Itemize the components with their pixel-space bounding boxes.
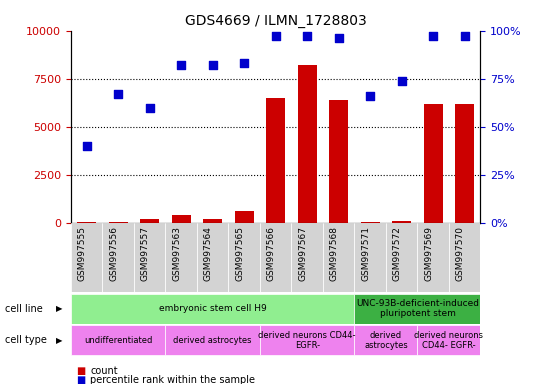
Point bbox=[397, 78, 406, 84]
Point bbox=[209, 62, 217, 68]
Text: ▶: ▶ bbox=[56, 336, 63, 345]
Text: derived astrocytes: derived astrocytes bbox=[174, 336, 252, 345]
Text: GSM997568: GSM997568 bbox=[330, 226, 339, 281]
Text: UNC-93B-deficient-induced
pluripotent stem: UNC-93B-deficient-induced pluripotent st… bbox=[356, 299, 479, 318]
Bar bbox=[386, 223, 418, 292]
Text: ■: ■ bbox=[76, 366, 86, 376]
Bar bbox=[165, 325, 260, 355]
Bar bbox=[418, 223, 449, 292]
Text: GSM997566: GSM997566 bbox=[267, 226, 276, 281]
Bar bbox=[298, 65, 317, 223]
Bar bbox=[78, 222, 96, 223]
Bar bbox=[235, 211, 254, 223]
Text: cell line: cell line bbox=[5, 304, 43, 314]
Text: GSM997557: GSM997557 bbox=[141, 226, 150, 281]
Text: count: count bbox=[90, 366, 118, 376]
Bar bbox=[354, 223, 386, 292]
Bar bbox=[361, 222, 379, 223]
Text: undifferentiated: undifferentiated bbox=[84, 336, 152, 345]
Text: embryonic stem cell H9: embryonic stem cell H9 bbox=[159, 304, 266, 313]
Title: GDS4669 / ILMN_1728803: GDS4669 / ILMN_1728803 bbox=[185, 14, 366, 28]
Text: GSM997567: GSM997567 bbox=[298, 226, 307, 281]
Text: GSM997570: GSM997570 bbox=[456, 226, 465, 281]
Bar bbox=[392, 221, 411, 223]
Bar bbox=[260, 223, 292, 292]
Point bbox=[334, 35, 343, 41]
Bar bbox=[260, 325, 354, 355]
Bar bbox=[172, 215, 191, 223]
Point bbox=[145, 104, 154, 111]
Point bbox=[82, 143, 91, 149]
Text: GSM997569: GSM997569 bbox=[424, 226, 433, 281]
Text: percentile rank within the sample: percentile rank within the sample bbox=[90, 375, 255, 384]
Bar bbox=[455, 104, 474, 223]
Bar bbox=[140, 219, 159, 223]
Text: cell type: cell type bbox=[5, 335, 48, 345]
Bar bbox=[329, 100, 348, 223]
Text: derived neurons
CD44- EGFR-: derived neurons CD44- EGFR- bbox=[414, 331, 483, 350]
Text: GSM997555: GSM997555 bbox=[78, 226, 87, 281]
Text: GSM997572: GSM997572 bbox=[393, 226, 402, 281]
Bar bbox=[203, 219, 222, 223]
Text: GSM997563: GSM997563 bbox=[172, 226, 181, 281]
Point bbox=[177, 62, 186, 68]
Point bbox=[366, 93, 375, 99]
Point bbox=[460, 33, 469, 40]
Text: derived neurons CD44-
EGFR-: derived neurons CD44- EGFR- bbox=[258, 331, 356, 350]
Bar bbox=[197, 223, 228, 292]
Bar bbox=[323, 223, 354, 292]
Text: ■: ■ bbox=[76, 375, 86, 384]
Bar bbox=[109, 222, 128, 223]
Text: GSM997564: GSM997564 bbox=[204, 226, 213, 281]
Text: ▶: ▶ bbox=[56, 304, 63, 313]
Bar bbox=[292, 223, 323, 292]
Bar bbox=[424, 104, 443, 223]
Bar bbox=[71, 223, 103, 292]
Bar bbox=[354, 325, 418, 355]
Text: GSM997565: GSM997565 bbox=[235, 226, 244, 281]
Bar bbox=[449, 223, 480, 292]
Bar bbox=[71, 325, 165, 355]
Bar bbox=[103, 223, 134, 292]
Point bbox=[240, 60, 248, 66]
Bar bbox=[134, 223, 165, 292]
Text: derived
astrocytes: derived astrocytes bbox=[364, 331, 408, 350]
Bar bbox=[71, 294, 354, 324]
Text: GSM997556: GSM997556 bbox=[109, 226, 118, 281]
Point bbox=[303, 33, 312, 40]
Point bbox=[114, 91, 123, 97]
Bar bbox=[354, 294, 480, 324]
Bar bbox=[228, 223, 260, 292]
Bar bbox=[165, 223, 197, 292]
Text: GSM997571: GSM997571 bbox=[361, 226, 370, 281]
Point bbox=[429, 33, 437, 40]
Point bbox=[271, 33, 280, 40]
Bar bbox=[418, 325, 480, 355]
Bar bbox=[266, 98, 285, 223]
